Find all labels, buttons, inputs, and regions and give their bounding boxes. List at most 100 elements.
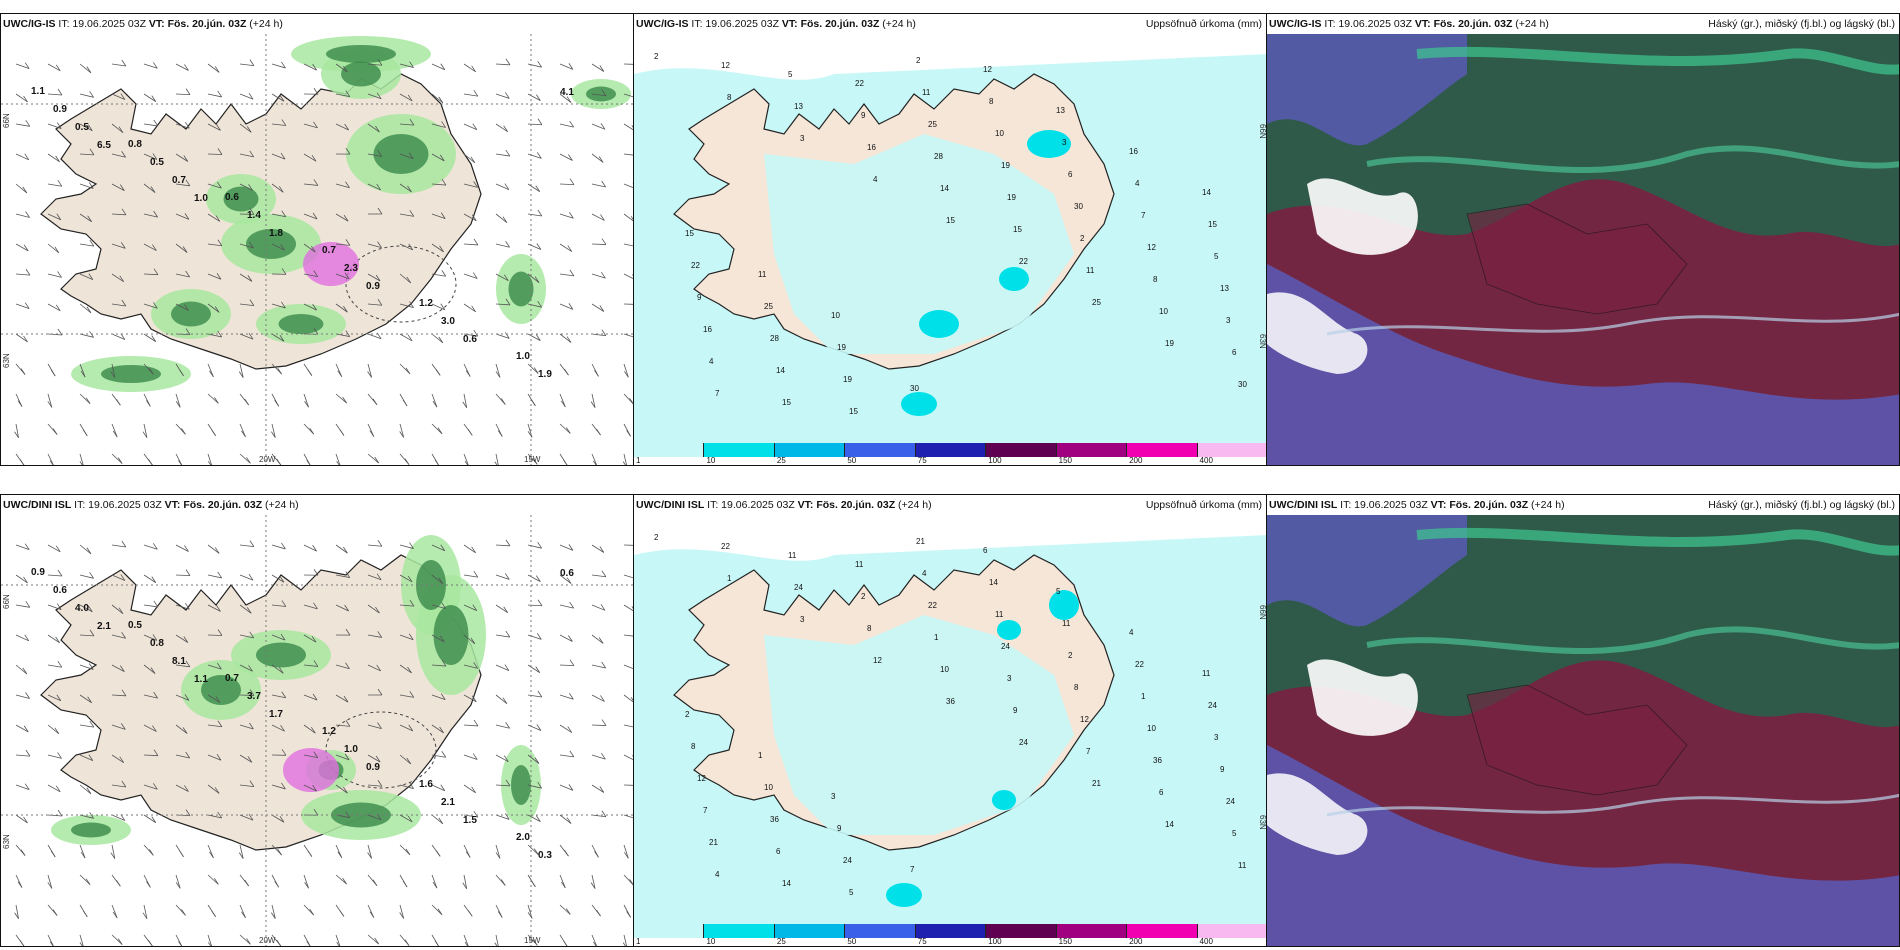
panel-wind-dini: UWC/DINI ISL IT: 19.06.2025 03Z VT: Fös.…	[0, 494, 634, 947]
colorbar-swatch	[634, 924, 705, 938]
colorbar-label: 150	[1058, 937, 1073, 946]
panel-header: UWC/IG-IS IT: 19.06.2025 03Z VT: Fös. 20…	[636, 18, 1262, 30]
land-iceland	[1466, 203, 1688, 315]
panel-precip-dini: UWC/DINI ISL IT: 19.06.2025 03Z VT: Fös.…	[633, 494, 1267, 947]
precip-value-label: 6	[776, 847, 781, 856]
panel-header: UWC/DINI ISL IT: 19.06.2025 03Z VT: Fös.…	[1269, 499, 1895, 511]
wind-value-label: 0.6	[560, 568, 574, 579]
colorbar-swatch	[986, 924, 1057, 938]
lon-label: 15W	[524, 455, 541, 464]
precip-value-label: 6	[983, 546, 988, 555]
wind-value-label: 0.7	[172, 175, 186, 186]
precip-value-label: 28	[770, 334, 779, 343]
wind-value-label: 1.2	[419, 298, 433, 309]
lat-label: 66N	[2, 113, 11, 128]
colorbar-label: 50	[847, 456, 857, 465]
wind-value-label: 1.4	[247, 210, 261, 221]
colorbar-swatch	[634, 443, 705, 457]
precip-value-label: 30	[910, 384, 919, 393]
precip-value-label: 9	[837, 824, 842, 833]
wind-value-label: 1.9	[538, 369, 552, 380]
precip-value-label: 3	[831, 792, 836, 801]
precip-value-label: 11	[855, 560, 864, 569]
precip-value-label: 22	[1135, 660, 1144, 669]
precip-value-label: 12	[721, 61, 730, 70]
wind-value-label: 0.9	[366, 281, 380, 292]
precip-value-label: 5	[1214, 252, 1219, 261]
precip-value-label: 11	[788, 551, 797, 560]
lon-label: 20W	[259, 936, 276, 945]
precip-value-label: 36	[946, 697, 955, 706]
precip-value-label: 1	[1141, 692, 1146, 701]
glacier-hatch	[325, 711, 437, 789]
precip-value-label: 19	[843, 375, 852, 384]
precip-value-label: 3	[800, 615, 805, 624]
precip-value-label: 13	[1220, 284, 1229, 293]
panel-precip-igis: UWC/IG-IS IT: 19.06.2025 03Z VT: Fös. 20…	[633, 13, 1267, 466]
colorbar-swatch	[774, 443, 846, 457]
colorbar-swatch	[1197, 443, 1266, 457]
precip-value-label: 7	[703, 806, 708, 815]
precip-value-label: 9	[697, 293, 702, 302]
precip-value-label: 4	[922, 569, 927, 578]
precip-value-label: 1	[727, 574, 732, 583]
wind-value-label: 1.2	[322, 726, 336, 737]
colorbar-label: 400	[1199, 937, 1213, 946]
lat-label: 63N	[2, 834, 11, 849]
wind-value-label: 8.1	[172, 656, 186, 667]
wind-value-label: 0.7	[225, 673, 239, 684]
wind-value-label: 0.5	[150, 157, 164, 168]
precip-value-label: 36	[1153, 756, 1162, 765]
lon-label: 15W	[524, 936, 541, 945]
colorbar-swatch	[704, 443, 775, 457]
precip-value-label: 24	[843, 856, 852, 865]
wind-value-label: 2.1	[441, 797, 455, 808]
precip-value-label: 3	[800, 134, 805, 143]
cloud-map	[1267, 515, 1899, 946]
precip-value-label: 25	[928, 120, 937, 129]
wind-value-label: 3.7	[247, 691, 261, 702]
precip-value-label: 24	[1019, 738, 1028, 747]
precip-value-label: 3	[1226, 316, 1231, 325]
precip-colorbar: 1 10 25 50 75 100 150 200 400	[634, 443, 1266, 465]
panel-header: UWC/IG-IS IT: 19.06.2025 03Z VT: Fös. 20…	[1269, 18, 1895, 30]
precip-value-label: 7	[715, 389, 720, 398]
lat-label: 66N	[2, 594, 11, 609]
precip-value-label: 11	[1062, 619, 1071, 628]
colorbar-label: 150	[1058, 456, 1073, 465]
wind-value-label: 1.8	[269, 228, 283, 239]
precip-value-label: 2	[685, 710, 690, 719]
colorbar-swatch	[915, 443, 987, 457]
precip-value-label: 10	[940, 665, 949, 674]
precip-value-label: 5	[1232, 829, 1237, 838]
precip-value-label: 13	[794, 102, 803, 111]
precip-value-label: 4	[873, 175, 878, 184]
precip-value-label: 12	[873, 656, 882, 665]
precip-value-label: 12	[1147, 243, 1156, 252]
wind-value-label: 1.5	[463, 815, 477, 826]
wind-value-label: 0.9	[53, 104, 67, 115]
colorbar-label: 25	[776, 937, 786, 946]
wind-value-label: 1.1	[31, 86, 45, 97]
precip-value-label: 4	[1135, 179, 1140, 188]
precip-value-label: 10	[1147, 724, 1156, 733]
wind-value-label: 1.1	[194, 674, 208, 685]
precip-value-label: 7	[910, 865, 915, 874]
wind-value-label: 6.5	[97, 140, 111, 151]
colorbar-label: 25	[776, 456, 786, 465]
wind-value-label: 0.6	[225, 192, 239, 203]
colorbar-label: 400	[1199, 456, 1213, 465]
precip-value-label: 24	[1001, 642, 1010, 651]
precip-value-label: 2	[654, 533, 659, 542]
precip-value-label: 8	[989, 97, 994, 106]
precip-value-label: 5	[788, 70, 793, 79]
colorbar-swatch	[1127, 443, 1198, 457]
panel-header: UWC/IG-IS IT: 19.06.2025 03Z VT: Fös. 20…	[3, 18, 283, 30]
wind-value-label: 4.0	[75, 603, 89, 614]
precip-value-label: 11	[1238, 861, 1247, 870]
precip-value-label: 2	[654, 52, 659, 61]
colorbar-swatch	[1056, 924, 1128, 938]
colorbar-swatch	[845, 443, 916, 457]
wind-value-label: 1.0	[194, 193, 208, 204]
precip-value-label: 15	[685, 229, 694, 238]
